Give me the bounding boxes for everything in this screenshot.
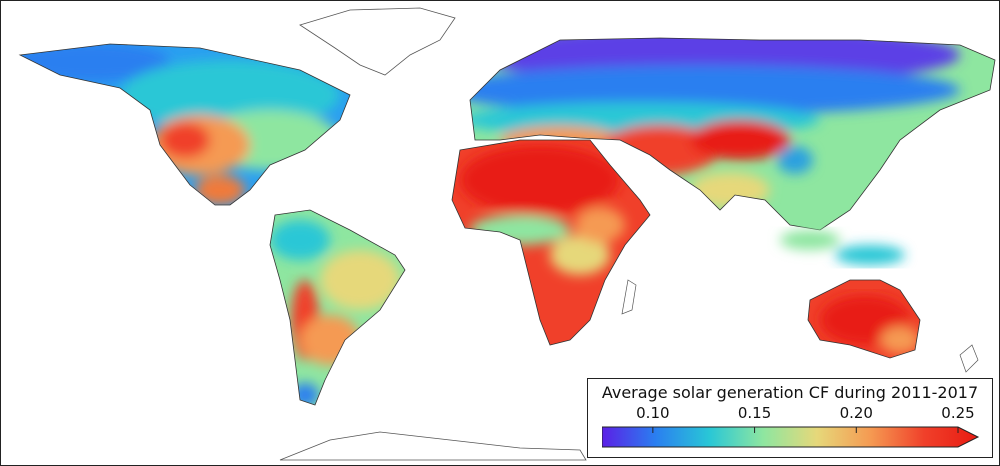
africa-region bbox=[452, 140, 650, 345]
colorbar-tick-label: 0.25 bbox=[941, 404, 975, 422]
colorbar-tick-label: 0.15 bbox=[737, 404, 772, 422]
colorbar-tick-label: 0.10 bbox=[636, 404, 670, 422]
south-america-region bbox=[270, 210, 405, 405]
colorbar-tick-label: 0.20 bbox=[839, 404, 873, 422]
greenland-outline bbox=[299, 7, 456, 76]
colorbar bbox=[602, 426, 980, 448]
new-zealand-outline bbox=[959, 344, 979, 373]
legend-title: Average solar generation CF during 2011-… bbox=[601, 383, 979, 402]
north-america-region bbox=[20, 44, 350, 205]
colorbar-legend: Average solar generation CF during 2011-… bbox=[587, 378, 993, 458]
southeast-asia-region bbox=[780, 230, 905, 265]
antarctica-outline bbox=[279, 431, 587, 461]
madagascar-outline bbox=[621, 279, 637, 315]
